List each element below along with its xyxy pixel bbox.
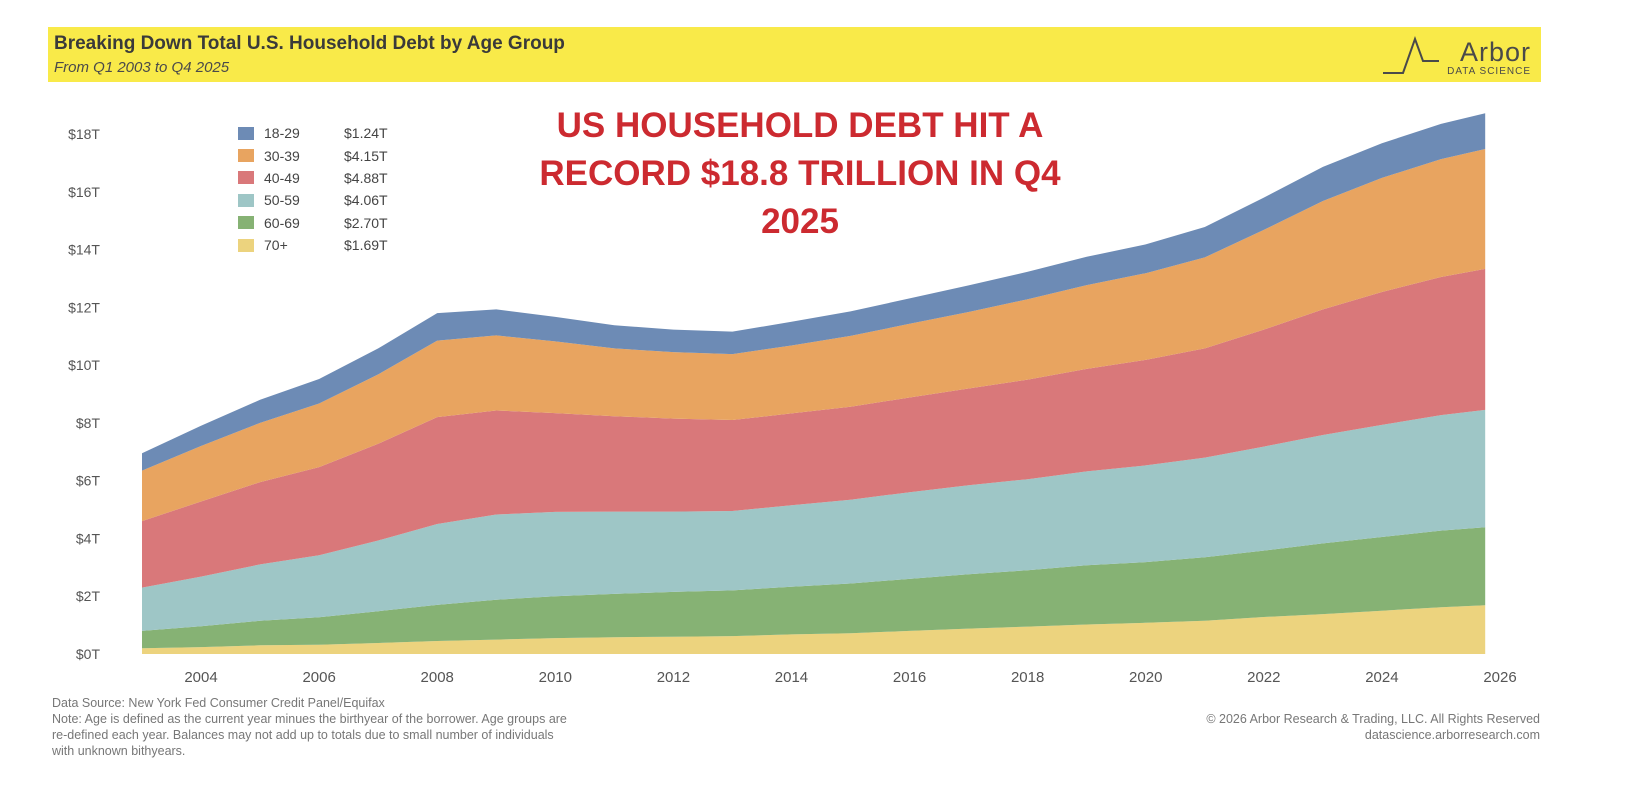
headline-annotation: US HOUSEHOLD DEBT HIT A RECORD $18.8 TRI… <box>480 102 1120 246</box>
x-tick-label: 2024 <box>1365 669 1398 686</box>
y-tick-label: $4T <box>76 530 101 546</box>
legend-swatch <box>238 149 254 163</box>
y-tick-label: $6T <box>76 473 101 489</box>
legend-label: 60-69 <box>264 214 300 231</box>
headline-line-3: 2025 <box>761 202 839 241</box>
legend-value: $4.06T <box>344 192 388 209</box>
headline-line-2: RECORD $18.8 TRILLION IN Q4 <box>539 154 1061 193</box>
legend-item-40-49: 40-49 $4.88T <box>238 167 414 189</box>
legend-value: $4.88T <box>344 169 388 186</box>
area-series-40-49 <box>142 268 1486 588</box>
y-tick-label: $2T <box>76 588 101 604</box>
note-line: re-defined each year. Balances may not a… <box>52 728 554 742</box>
legend: 18-29 $1.24T 30-39 $4.15T 40-49 $4.88T 5… <box>238 122 414 256</box>
x-tick-label: 2010 <box>539 669 572 686</box>
legend-item-60-69: 60-69 $2.70T <box>238 212 414 234</box>
headline-line-1: US HOUSEHOLD DEBT HIT A <box>556 106 1044 145</box>
x-tick-label: 2020 <box>1129 669 1162 686</box>
legend-label: 40-49 <box>264 169 300 186</box>
area-series-50-59 <box>142 409 1486 631</box>
footer-notes: Data Source: New York Fed Consumer Credi… <box>52 695 812 759</box>
legend-swatch <box>238 193 254 207</box>
stacked-area-chart: $0T $2T $4T $6T $8T $10T $12T $14T $16T $18T 2004 2… <box>68 113 1517 686</box>
logo-subtitle: DATA SCIENCE <box>1447 66 1531 77</box>
y-tick-label: $12T <box>68 299 100 315</box>
website-link[interactable]: datascience.arborresearch.com <box>1364 728 1540 742</box>
y-tick-label: $10T <box>68 357 100 373</box>
y-tick-label: $18T <box>68 126 100 142</box>
legend-swatch <box>238 216 254 230</box>
note-line: with unknown bithyears. <box>52 744 186 758</box>
legend-swatch <box>238 171 254 185</box>
legend-label: 50-59 <box>264 192 300 209</box>
arbor-logo-mark-icon <box>1383 36 1439 74</box>
x-tick-label: 2008 <box>421 669 454 686</box>
chart-title: Breaking Down Total U.S. Household Debt … <box>54 33 565 54</box>
area-series-70-plus <box>142 605 1486 654</box>
logo-word: Arbor <box>1459 37 1531 67</box>
legend-swatch <box>238 238 254 252</box>
legend-label: 30-39 <box>264 147 300 164</box>
y-tick-label: $0T <box>76 646 101 662</box>
x-tick-label: 2006 <box>302 669 335 686</box>
x-tick-label: 2014 <box>775 669 808 686</box>
x-tick-label: 2012 <box>657 669 690 686</box>
copyright: © 2026 Arbor Research & Trading, LLC. Al… <box>1206 712 1540 726</box>
note-line: Note: Age is defined as the current year… <box>52 712 567 726</box>
legend-swatch <box>238 126 254 140</box>
legend-value: $2.70T <box>344 214 388 231</box>
x-tick-label: 2004 <box>184 669 217 686</box>
legend-label: 70+ <box>264 237 288 254</box>
area-series-30-39 <box>142 149 1486 522</box>
area-series-60-69 <box>142 527 1486 649</box>
legend-item-18-29: 18-29 $1.24T <box>238 122 414 144</box>
x-tick-label: 2026 <box>1483 669 1516 686</box>
y-tick-label: $8T <box>76 415 101 431</box>
arbor-logo: Arbor DATA SCIENCE <box>1381 31 1531 79</box>
legend-value: $1.24T <box>344 125 388 142</box>
x-tick-label: 2018 <box>1011 669 1044 686</box>
x-tick-label: 2022 <box>1247 669 1280 686</box>
legend-item-70-plus: 70+ $1.69T <box>238 234 414 256</box>
legend-label: 18-29 <box>264 125 300 142</box>
data-source: Data Source: New York Fed Consumer Credi… <box>52 696 385 710</box>
legend-item-50-59: 50-59 $4.06T <box>238 189 414 211</box>
chart-subtitle: From Q1 2003 to Q4 2025 <box>54 59 230 76</box>
title-banner: Breaking Down Total U.S. Household Debt … <box>48 27 1541 82</box>
y-tick-label: $16T <box>68 184 100 200</box>
legend-value: $4.15T <box>344 147 388 164</box>
legend-item-30-39: 30-39 $4.15T <box>238 144 414 166</box>
legend-value: $1.69T <box>344 237 388 254</box>
y-tick-label: $14T <box>68 242 100 258</box>
footer-credits: © 2026 Arbor Research & Trading, LLC. Al… <box>1206 711 1540 743</box>
x-tick-label: 2016 <box>893 669 926 686</box>
